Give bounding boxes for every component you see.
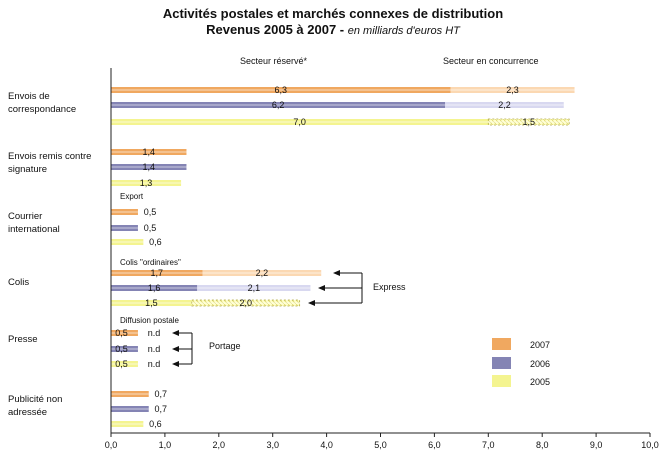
portage-arrowhead [172, 330, 179, 336]
legend-swatch [492, 375, 511, 387]
data-label: 1,5 [145, 298, 158, 308]
data-label: 2,0 [239, 298, 252, 308]
data-label: 1,6 [148, 283, 161, 293]
express-arrowhead [333, 270, 340, 276]
data-label: 0,5 [115, 359, 128, 369]
data-label: 1,4 [142, 147, 155, 157]
category-label: Presse [8, 333, 108, 346]
legend-label: 2005 [530, 377, 550, 387]
x-tick-label: 2,0 [213, 440, 226, 450]
annotation-express: Express [373, 282, 406, 292]
data-label-nd: n.d [148, 359, 161, 369]
category-label-line: Envois de [8, 91, 50, 102]
subtitle-main: Revenus 2005 à 2007 - [206, 22, 348, 37]
category-label-line: Courrier [8, 211, 43, 222]
category-label-line: signature [8, 164, 48, 175]
data-label: 7,0 [293, 117, 306, 127]
data-label: 0,7 [154, 404, 167, 414]
annotation-portage: Portage [209, 341, 241, 351]
category-label: Envois remis contre signature [8, 150, 108, 176]
data-label: 0,6 [149, 237, 162, 247]
data-label: 0,5 [144, 223, 157, 233]
data-label: 6,2 [272, 100, 285, 110]
data-label: 0,7 [154, 389, 167, 399]
data-label: 6,3 [275, 85, 288, 95]
category-label-line: Envois remis contre [8, 151, 92, 162]
data-label: 1,4 [142, 162, 155, 172]
x-tick-label: 9,0 [590, 440, 603, 450]
data-label: 2,2 [498, 100, 511, 110]
category-label: Publicité non adressée [8, 393, 108, 419]
data-label: 1,7 [151, 268, 164, 278]
x-tick-label: 10,0 [641, 440, 659, 450]
x-tick-label: 4,0 [320, 440, 333, 450]
data-label: 1,5 [522, 117, 535, 127]
legend-swatch [492, 338, 511, 350]
annotation-export: Export [120, 192, 144, 201]
data-label: 0,5 [144, 207, 157, 217]
chart-subtitle: Revenus 2005 à 2007 - en milliards d'eur… [0, 22, 666, 37]
annotation-colis-ordinaires: Colis "ordinaires" [120, 258, 181, 267]
category-label-line: correspondance [8, 104, 77, 115]
legend-label: 2007 [530, 340, 550, 350]
data-label: 0,5 [115, 344, 128, 354]
category-label: Courrier international [8, 210, 108, 236]
express-arrowhead [318, 285, 325, 291]
data-label: 0,6 [149, 419, 162, 429]
portage-arrowhead [172, 346, 179, 352]
category-label-line: international [8, 224, 60, 235]
data-label: 2,2 [256, 268, 269, 278]
category-label-line: adressée [8, 407, 48, 418]
data-label: 2,3 [506, 85, 519, 95]
category-label: Colis [8, 276, 108, 289]
annotation-diffusion: Diffusion postale [120, 316, 180, 325]
x-tick-label: 8,0 [536, 440, 549, 450]
x-tick-label: 1,0 [159, 440, 172, 450]
column-header-competition: Secteur en concurrence [443, 56, 539, 66]
x-tick-label: 0,0 [105, 440, 118, 450]
data-label: 2,1 [248, 283, 261, 293]
data-label: 1,3 [140, 178, 153, 188]
data-label: 0,5 [115, 328, 128, 338]
legend-swatch [492, 357, 511, 369]
x-tick-label: 6,0 [428, 440, 441, 450]
category-label: Envois de correspondance [8, 90, 108, 116]
subtitle-unit: en milliards d'euros HT [347, 25, 460, 37]
x-tick-label: 3,0 [266, 440, 279, 450]
legend-label: 2006 [530, 359, 550, 369]
category-label-line: Colis [8, 277, 30, 288]
data-label-nd: n.d [148, 344, 161, 354]
x-tick-label: 5,0 [374, 440, 387, 450]
column-header-reserved: Secteur réservé* [240, 56, 308, 66]
category-label-line: Publicité non [8, 394, 63, 405]
portage-arrowhead [172, 361, 179, 367]
data-label-nd: n.d [148, 328, 161, 338]
category-label-line: Presse [8, 334, 38, 345]
chart-title: Activités postales et marchés connexes d… [162, 6, 504, 21]
express-arrowhead [308, 300, 315, 306]
x-tick-label: 7,0 [482, 440, 495, 450]
